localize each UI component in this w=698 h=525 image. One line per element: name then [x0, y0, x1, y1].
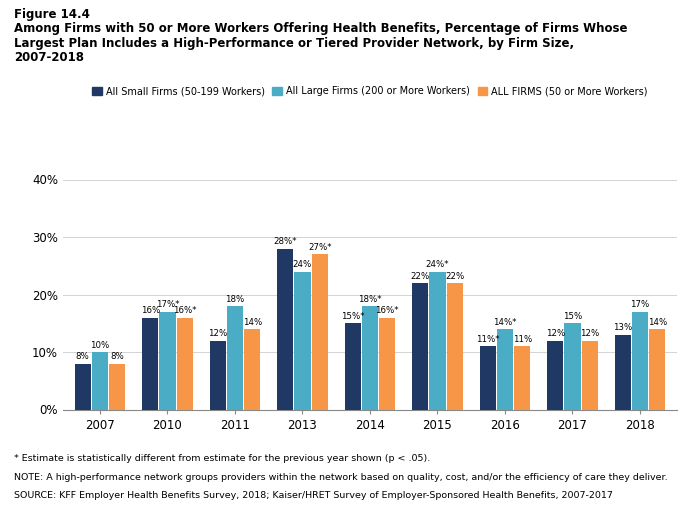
Text: 10%: 10%	[90, 341, 110, 350]
Bar	[92, 352, 108, 410]
Text: 12%: 12%	[580, 329, 600, 338]
Bar	[497, 329, 513, 410]
Text: 15%*: 15%*	[341, 312, 364, 321]
Bar	[159, 312, 175, 410]
Bar	[109, 363, 125, 410]
Text: 16%: 16%	[140, 306, 160, 315]
Text: 12%: 12%	[546, 329, 565, 338]
Text: SOURCE: KFF Employer Health Benefits Survey, 2018; Kaiser/HRET Survey of Employe: SOURCE: KFF Employer Health Benefits Sur…	[14, 491, 613, 500]
Text: NOTE: A high-performance network groups providers within the network based on qu: NOTE: A high-performance network groups …	[14, 472, 667, 481]
Text: 13%: 13%	[613, 323, 632, 332]
Text: 8%: 8%	[76, 352, 89, 361]
Bar	[615, 335, 631, 410]
Bar	[632, 312, 648, 410]
Legend: All Small Firms (50-199 Workers), All Large Firms (200 or More Workers), ALL FIR: All Small Firms (50-199 Workers), All La…	[92, 86, 648, 96]
Bar	[447, 283, 463, 410]
Bar	[480, 346, 496, 410]
Bar	[581, 341, 597, 410]
Bar	[244, 329, 260, 410]
Text: 8%: 8%	[110, 352, 124, 361]
Text: 17%*: 17%*	[156, 300, 179, 309]
Text: Among Firms with 50 or More Workers Offering Health Benefits, Percentage of Firm: Among Firms with 50 or More Workers Offe…	[14, 22, 628, 35]
Text: 14%: 14%	[242, 318, 262, 327]
Bar	[209, 341, 226, 410]
Text: 14%: 14%	[648, 318, 667, 327]
Text: 11%: 11%	[512, 335, 532, 344]
Text: 22%: 22%	[445, 272, 464, 281]
Bar	[514, 346, 530, 410]
Text: 18%*: 18%*	[358, 295, 382, 303]
Text: 24%: 24%	[293, 260, 312, 269]
Bar	[75, 363, 91, 410]
Bar	[345, 323, 361, 410]
Text: 2007-2018: 2007-2018	[14, 51, 84, 65]
Text: 17%: 17%	[630, 300, 650, 309]
Text: 11%*: 11%*	[476, 335, 500, 344]
Text: 12%: 12%	[208, 329, 228, 338]
Text: 22%: 22%	[410, 272, 430, 281]
Text: 15%: 15%	[563, 312, 582, 321]
Bar	[277, 248, 293, 410]
Text: * Estimate is statistically different from estimate for the previous year shown : * Estimate is statistically different fr…	[14, 454, 430, 463]
Bar	[177, 318, 193, 410]
Bar	[311, 254, 328, 410]
Text: 16%*: 16%*	[173, 306, 196, 315]
Text: 14%*: 14%*	[493, 318, 517, 327]
Bar	[142, 318, 158, 410]
Bar	[412, 283, 429, 410]
Text: 28%*: 28%*	[274, 237, 297, 246]
Bar	[362, 306, 378, 410]
Text: Largest Plan Includes a High-Performance or Tiered Provider Network, by Firm Siz: Largest Plan Includes a High-Performance…	[14, 37, 574, 50]
Bar	[547, 341, 563, 410]
Bar	[649, 329, 665, 410]
Text: 18%: 18%	[225, 295, 244, 303]
Text: 16%*: 16%*	[376, 306, 399, 315]
Text: Figure 14.4: Figure 14.4	[14, 8, 90, 21]
Bar	[227, 306, 243, 410]
Bar	[565, 323, 581, 410]
Bar	[379, 318, 395, 410]
Text: 24%*: 24%*	[426, 260, 450, 269]
Bar	[429, 271, 445, 410]
Text: 27%*: 27%*	[308, 243, 332, 252]
Bar	[295, 271, 311, 410]
